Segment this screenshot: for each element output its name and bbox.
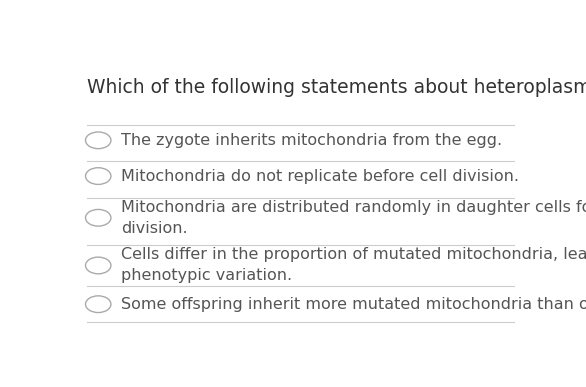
Text: Cells differ in the proportion of mutated mitochondria, leading to
phenotypic va: Cells differ in the proportion of mutate…	[121, 247, 586, 283]
Text: Mitochondria are distributed randomly in daughter cells following cell
division.: Mitochondria are distributed randomly in…	[121, 200, 586, 236]
Text: The zygote inherits mitochondria from the egg.: The zygote inherits mitochondria from th…	[121, 133, 502, 148]
Text: Mitochondria do not replicate before cell division.: Mitochondria do not replicate before cel…	[121, 169, 519, 183]
Text: Which of the following statements about heteroplasmy is FALSE?: Which of the following statements about …	[87, 78, 586, 97]
Text: Some offspring inherit more mutated mitochondria than others.: Some offspring inherit more mutated mito…	[121, 297, 586, 312]
